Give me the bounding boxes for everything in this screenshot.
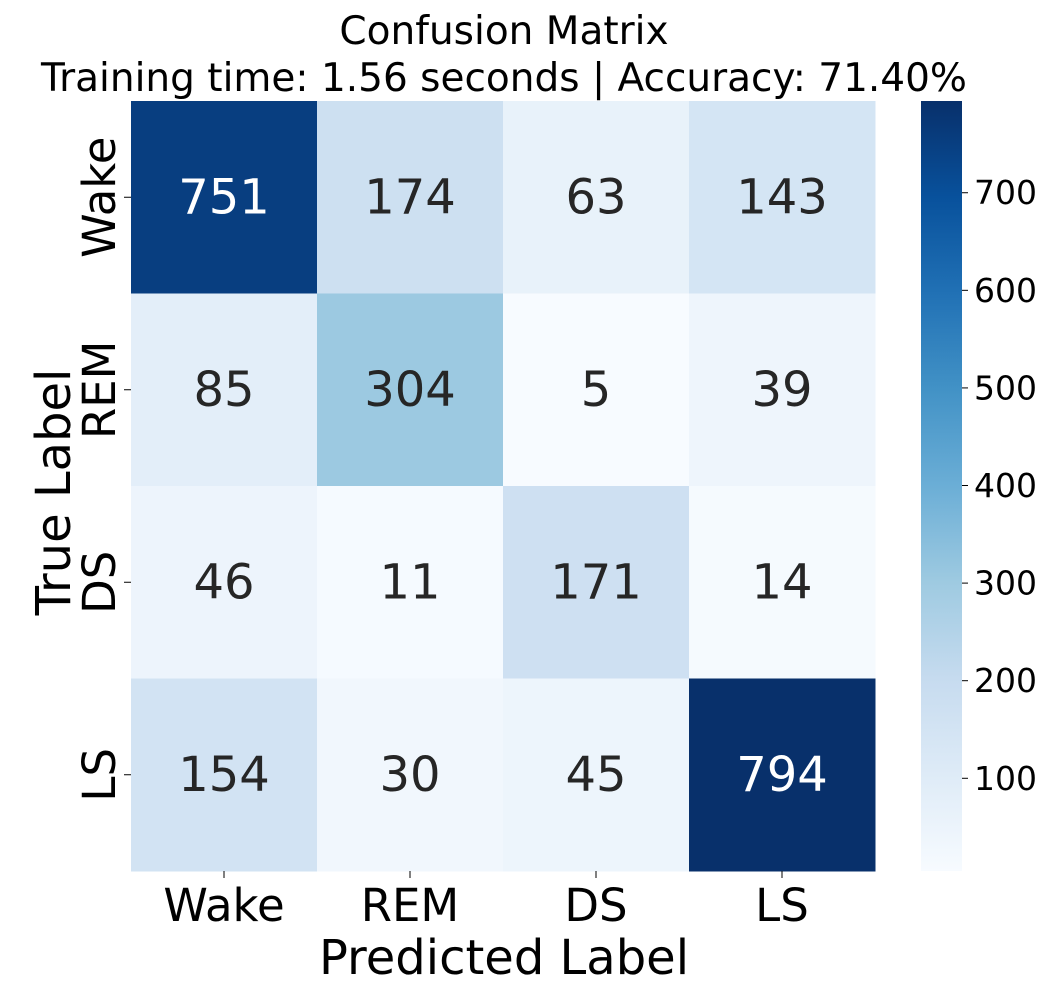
y-tick-label-ds: DS bbox=[73, 551, 126, 614]
cell-value-label: 30 bbox=[379, 747, 440, 803]
cell-value-label: 171 bbox=[550, 554, 642, 610]
colorbar-tick-label: 400 bbox=[974, 466, 1037, 505]
colorbar-tick-label: 600 bbox=[974, 271, 1037, 310]
cell-value-label: 304 bbox=[364, 362, 456, 418]
cell-value-label: 63 bbox=[565, 169, 626, 225]
heatmap-cell-ds-rem bbox=[317, 486, 504, 679]
cell-value-label: 39 bbox=[751, 362, 812, 418]
x-tick-labels: Wake REM DS LS bbox=[163, 871, 809, 932]
heatmap-cell-wake-wake bbox=[131, 101, 318, 294]
cell-value-label: 794 bbox=[736, 747, 828, 803]
chart-title: Confusion Matrix bbox=[339, 9, 668, 54]
x-tick-label-wake: Wake bbox=[163, 879, 284, 932]
colorbar-tick-label: 200 bbox=[974, 661, 1037, 700]
colorbar bbox=[921, 101, 962, 871]
cell-value-label: 174 bbox=[364, 169, 456, 225]
cell-value-label: 46 bbox=[193, 554, 254, 610]
y-tick-label-ls: LS bbox=[73, 748, 126, 802]
cell-value-label: 45 bbox=[565, 747, 626, 803]
heatmap-cell-rem-wake bbox=[131, 293, 318, 487]
cell-value-label: 14 bbox=[751, 554, 812, 610]
heatmap-cell-wake-ds bbox=[503, 101, 690, 294]
cell-value-label: 5 bbox=[581, 362, 612, 418]
x-axis-label: Predicted Label bbox=[319, 930, 689, 986]
cell-value-label: 154 bbox=[178, 747, 270, 803]
heatmap-cell-ds-ds bbox=[503, 486, 690, 679]
heatmap-cell-ds-ls bbox=[689, 486, 876, 679]
y-tick-label-wake: Wake bbox=[73, 137, 126, 258]
colorbar-tick-label: 300 bbox=[974, 564, 1037, 603]
colorbar-tick-label: 700 bbox=[974, 173, 1037, 212]
cell-value-label: 11 bbox=[379, 554, 440, 610]
heatmap-cell-wake-rem bbox=[317, 101, 504, 294]
y-tick-labels: Wake REM DS LS bbox=[73, 137, 131, 802]
heatmap-cell-rem-ls bbox=[689, 293, 876, 487]
heatmap-cell-ls-rem bbox=[317, 678, 504, 872]
heatmap-cell-rem-rem bbox=[317, 293, 504, 487]
cell-value-label: 85 bbox=[193, 362, 254, 418]
heatmap-cell-rem-ds bbox=[503, 293, 690, 487]
y-tick-label-rem: REM bbox=[73, 340, 126, 439]
heatmap-cell-ls-ls bbox=[689, 678, 876, 872]
heatmap-cell-wake-ls bbox=[689, 101, 876, 294]
x-tick-label-rem: REM bbox=[361, 879, 460, 932]
heatmap-cell-ls-ds bbox=[503, 678, 690, 872]
colorbar-tick-label: 100 bbox=[974, 759, 1037, 798]
y-axis-label: True Label bbox=[26, 369, 82, 617]
heatmap-cell-ds-wake bbox=[131, 486, 318, 679]
cell-value-label: 143 bbox=[736, 169, 828, 225]
heatmap-cells bbox=[131, 101, 876, 872]
heatmap-cell-ls-wake bbox=[131, 678, 318, 872]
colorbar-tick-label: 500 bbox=[974, 368, 1037, 407]
colorbar-ticks: 100 200 300 400 500 600 700 bbox=[962, 173, 1037, 798]
x-tick-label-ds: DS bbox=[564, 879, 627, 932]
chart-subtitle: Training time: 1.56 seconds | Accuracy: … bbox=[40, 56, 967, 101]
cell-value-label: 751 bbox=[178, 169, 270, 225]
x-tick-label-ls: LS bbox=[755, 879, 809, 932]
